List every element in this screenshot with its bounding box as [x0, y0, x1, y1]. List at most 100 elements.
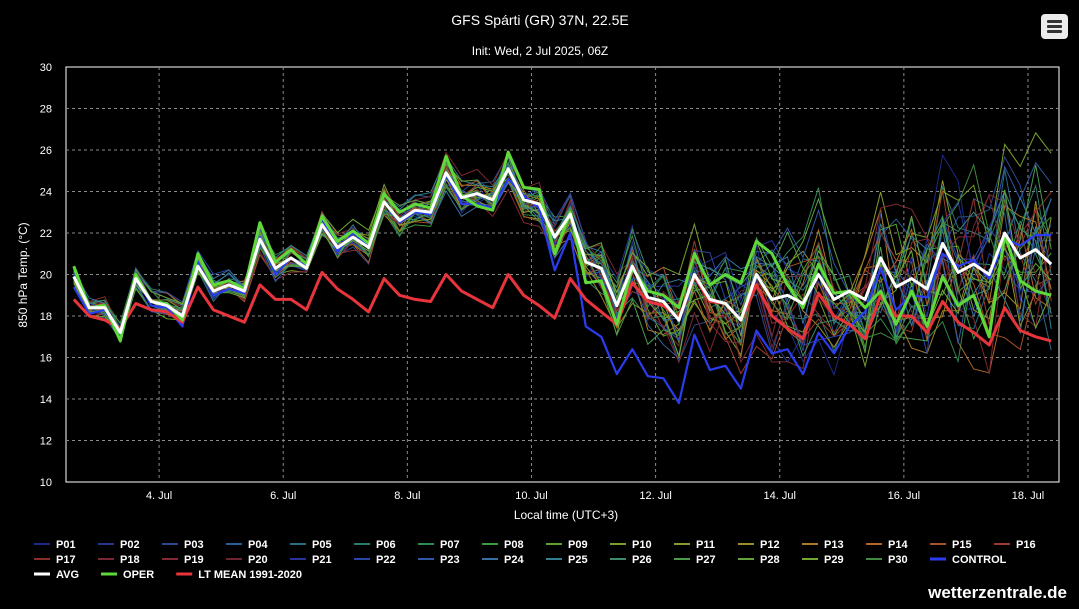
legend-item-p26[interactable]: P26	[610, 554, 652, 566]
legend-label: P10	[632, 539, 652, 551]
legend-item-p21[interactable]: P21	[290, 554, 332, 566]
y-tick-label: 18	[40, 311, 52, 323]
chart-title: GFS Spárti (GR) 37N, 22.5E	[451, 12, 628, 28]
legend: P01 P02 P03 P04 P05 P06 P07 P08 P09 P10 P11 P12 P13 P…	[34, 539, 1036, 581]
legend-label: P12	[760, 539, 780, 551]
legend-label: P08	[504, 539, 524, 551]
legend-label: P22	[376, 554, 396, 566]
legend-label: P20	[248, 554, 268, 566]
x-tick-label: 6. Jul	[270, 490, 296, 502]
y-tick-label: 10	[40, 477, 52, 489]
x-tick-label: 12. Jul	[639, 490, 671, 502]
legend-label: P02	[120, 539, 140, 551]
legend-label: P01	[56, 539, 76, 551]
legend-item-p06[interactable]: P06	[354, 539, 396, 551]
legend-item-p03[interactable]: P03	[162, 539, 204, 551]
legend-item-p12[interactable]: P12	[738, 539, 780, 551]
legend-item-p09[interactable]: P09	[546, 539, 588, 551]
legend-label: P28	[760, 554, 780, 566]
legend-label: P09	[568, 539, 588, 551]
legend-item-oper[interactable]: OPER	[101, 569, 154, 581]
x-tick-label: 8. Jul	[394, 490, 420, 502]
legend-label: CONTROL	[952, 554, 1007, 566]
y-tick-label: 30	[40, 62, 52, 74]
y-tick-label: 24	[40, 187, 52, 199]
legend-item-p25[interactable]: P25	[546, 554, 588, 566]
legend-item-p30[interactable]: P30	[866, 554, 908, 566]
legend-item-p20[interactable]: P20	[226, 554, 268, 566]
legend-item-p19[interactable]: P19	[162, 554, 204, 566]
legend-item-p22[interactable]: P22	[354, 554, 396, 566]
legend-label: P29	[824, 554, 844, 566]
legend-item-p02[interactable]: P02	[98, 539, 140, 551]
y-tick-label: 20	[40, 270, 52, 282]
x-tick-label: 18. Jul	[1012, 490, 1044, 502]
legend-item-control[interactable]: CONTROL	[930, 554, 1007, 566]
legend-item-p24[interactable]: P24	[482, 554, 524, 566]
legend-item-p15[interactable]: P15	[930, 539, 972, 551]
legend-item-p11[interactable]: P11	[674, 539, 715, 551]
legend-item-p16[interactable]: P16	[994, 539, 1036, 551]
legend-item-p01[interactable]: P01	[34, 539, 76, 551]
legend-item-p14[interactable]: P14	[866, 539, 908, 551]
legend-label: P13	[824, 539, 844, 551]
legend-item-p18[interactable]: P18	[98, 554, 140, 566]
legend-item-lt-mean-1991-2020[interactable]: LT MEAN 1991-2020	[176, 569, 302, 581]
legend-item-p27[interactable]: P27	[674, 554, 716, 566]
y-tick-label: 14	[40, 394, 52, 406]
legend-label: P17	[56, 554, 76, 566]
legend-item-p17[interactable]: P17	[34, 554, 76, 566]
x-tick-labels: 4. Jul 6. Jul 8. Jul 10. Jul 12. Jul 14. Jul 1…	[146, 490, 1044, 502]
x-axis-label: Local time (UTC+3)	[514, 508, 618, 522]
legend-item-p29[interactable]: P29	[802, 554, 844, 566]
x-tick-label: 10. Jul	[515, 490, 547, 502]
y-tick-label: 28	[40, 104, 52, 116]
hamburger-menu-icon[interactable]	[1041, 14, 1068, 39]
series-line-p16	[73, 166, 1052, 375]
legend-label: P23	[440, 554, 460, 566]
site-name: wetterzentrale.de	[928, 583, 1067, 602]
legend-label: LT MEAN 1991-2020	[198, 569, 302, 581]
y-tick-label: 22	[40, 228, 52, 240]
series-line-p01	[73, 153, 1052, 377]
y-tick-labels: 10 12 14 16 18 20 22 24 26 28 30	[40, 62, 52, 489]
series-line-p14	[73, 154, 1052, 374]
series-line-p25	[73, 156, 1052, 343]
legend-label: AVG	[56, 569, 79, 581]
series-line-p05	[73, 160, 1052, 351]
y-axis-label: 850 hPa Temp. (°C)	[16, 222, 30, 327]
x-tick-label: 4. Jul	[146, 490, 172, 502]
legend-item-p07[interactable]: P07	[418, 539, 460, 551]
legend-label: OPER	[123, 569, 154, 581]
legend-item-p13[interactable]: P13	[802, 539, 844, 551]
legend-label: P05	[312, 539, 332, 551]
legend-label: P03	[184, 539, 204, 551]
legend-item-p10[interactable]: P10	[610, 539, 652, 551]
legend-item-p08[interactable]: P08	[482, 539, 524, 551]
legend-label: P16	[1016, 539, 1036, 551]
legend-item-avg[interactable]: AVG	[34, 569, 79, 581]
legend-item-p04[interactable]: P04	[226, 539, 268, 551]
legend-item-p28[interactable]: P28	[738, 554, 780, 566]
chart-subtitle: Init: Wed, 2 Jul 2025, 06Z	[472, 44, 609, 58]
y-tick-label: 16	[40, 353, 52, 365]
legend-label: P11	[696, 539, 715, 551]
x-tick-label: 16. Jul	[888, 490, 920, 502]
legend-label: P27	[696, 554, 716, 566]
series-line-p26	[73, 166, 1052, 358]
legend-label: P14	[888, 539, 908, 551]
legend-item-p23[interactable]: P23	[418, 554, 460, 566]
legend-item-p05[interactable]: P05	[290, 539, 332, 551]
legend-label: P18	[120, 554, 140, 566]
y-tick-label: 26	[40, 145, 52, 157]
series-line-avg	[72, 167, 1053, 335]
series-line-oper	[72, 150, 1052, 343]
grid	[66, 67, 1059, 482]
legend-label: P07	[440, 539, 460, 551]
legend-label: P25	[568, 554, 588, 566]
legend-label: P26	[632, 554, 652, 566]
y-tick-label: 12	[40, 436, 52, 448]
x-tick-label: 14. Jul	[764, 490, 796, 502]
legend-label: P24	[504, 554, 524, 566]
